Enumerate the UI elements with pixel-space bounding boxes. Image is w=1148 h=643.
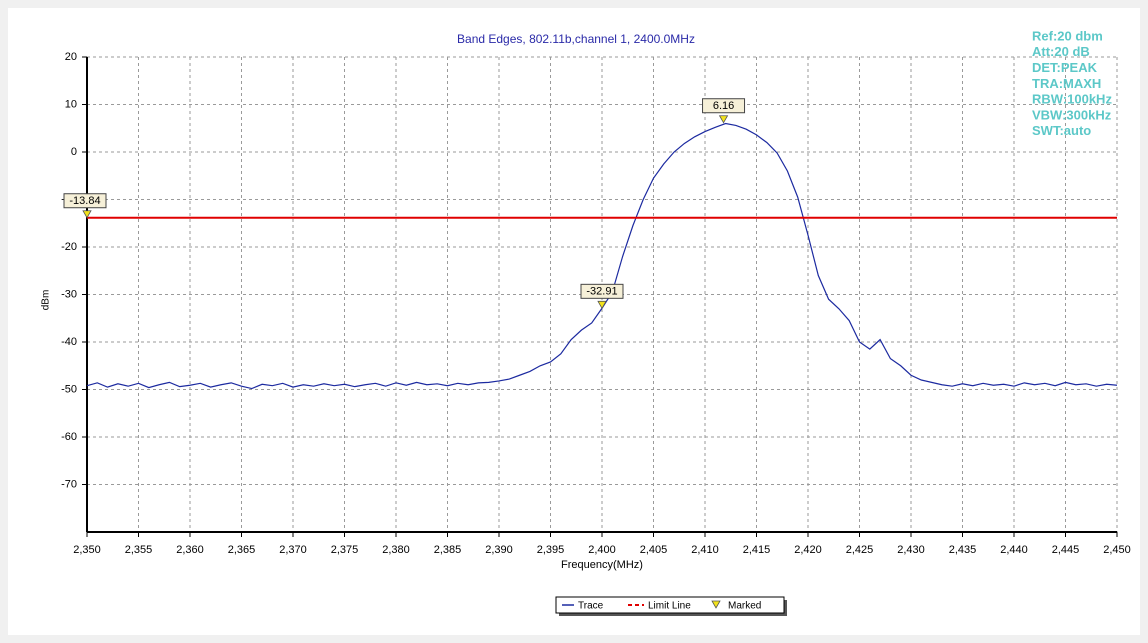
x-tick-label: 2,430 (897, 544, 925, 556)
x-tick-label: 2,370 (279, 544, 307, 556)
y-axis-label: dBm (41, 290, 52, 311)
legend-swatch (711, 600, 721, 609)
x-tick-label: 2,385 (434, 544, 462, 556)
x-tick-label: 2,395 (537, 544, 565, 556)
marker (718, 115, 729, 124)
y-tick-label: 20 (65, 51, 77, 63)
setting: DET:PEAK (1032, 60, 1098, 75)
legend-label: Trace (578, 601, 604, 612)
x-tick-label: 2,360 (176, 544, 204, 556)
marker-label-box (63, 193, 107, 209)
y-tick-label: -60 (61, 431, 77, 443)
chart-title: Band Edges, 802.11b,channel 1, 2400.0MHz (457, 32, 695, 46)
marker-label-box (580, 283, 624, 299)
x-tick-label: 2,435 (949, 544, 977, 556)
y-tick-label: -20 (61, 241, 77, 253)
legend-label: Limit Line (648, 601, 691, 612)
setting: SWT:auto (1032, 123, 1091, 138)
x-tick-label: 2,445 (1052, 544, 1080, 556)
setting: Att:20 dB (1032, 44, 1090, 59)
legend-label: Marked (728, 601, 761, 612)
x-tick-label: 2,415 (743, 544, 771, 556)
marker-label: -32.91 (586, 286, 617, 298)
panel (8, 8, 1140, 635)
marker (597, 300, 607, 310)
x-tick-label: 2,390 (485, 544, 513, 556)
x-tick-label: 2,350 (73, 544, 101, 556)
y-tick-label: -40 (61, 336, 77, 348)
x-tick-label: 2,420 (794, 544, 822, 556)
x-tick-label: 2,400 (588, 544, 616, 556)
x-tick-label: 2,425 (846, 544, 874, 556)
x-axis-label: Frequency(MHz) (561, 559, 643, 571)
y-tick-label: 0 (71, 146, 77, 158)
y-tick-label: -70 (61, 478, 77, 490)
x-tick-label: 2,405 (640, 544, 668, 556)
y-tick-label: -30 (61, 288, 77, 300)
marker-label-box (702, 98, 746, 114)
x-tick-label: 2,410 (691, 544, 719, 556)
setting: TRA:MAXH (1032, 76, 1101, 91)
y-tick-label: 10 (65, 98, 77, 110)
x-tick-label: 2,440 (1000, 544, 1028, 556)
setting: RBW:100kHz (1032, 92, 1112, 107)
setting: VBW:300kHz (1032, 107, 1112, 122)
marker (82, 210, 92, 219)
marker-label: 6.16 (713, 100, 734, 112)
x-tick-label: 2,450 (1103, 544, 1131, 556)
marker-label: -13.84 (69, 195, 100, 207)
legend: Trace Limit Line Marked (555, 596, 787, 616)
setting: Ref:20 dbm (1032, 28, 1103, 43)
y-tick-label: -50 (61, 383, 77, 395)
x-tick-label: 2,375 (331, 544, 359, 556)
x-tick-label: 2,365 (228, 544, 256, 556)
x-tick-label: 2,355 (125, 544, 153, 556)
x-tick-label: 2,380 (382, 544, 410, 556)
legend-box (555, 596, 785, 614)
